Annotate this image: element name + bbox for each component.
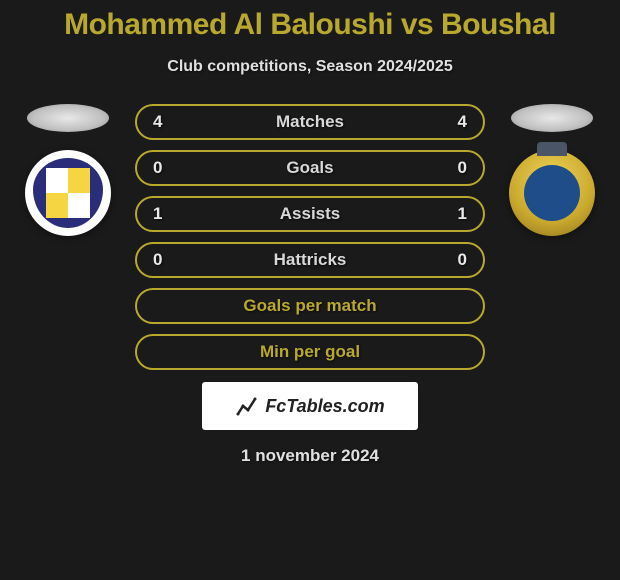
club-badge-right [509, 150, 595, 236]
stat-label: Matches [276, 112, 344, 132]
stat-left-value: 1 [153, 204, 173, 224]
stat-right-value: 4 [447, 112, 467, 132]
club-badge-left-inner [33, 158, 103, 228]
left-player-col [25, 104, 111, 236]
stat-right-value: 0 [447, 158, 467, 178]
stats-column: 4 Matches 4 0 Goals 0 1 Assists 1 0 Hatt… [135, 104, 485, 370]
stat-right-value: 0 [447, 250, 467, 270]
date-label: 1 november 2024 [241, 446, 379, 466]
page-subtitle: Club competitions, Season 2024/2025 [167, 58, 452, 76]
club-badge-left [25, 150, 111, 236]
stat-row-goals: 0 Goals 0 [135, 150, 485, 186]
club-badge-right-inner [524, 165, 580, 221]
stat-left-value: 4 [153, 112, 173, 132]
stat-label: Assists [280, 204, 340, 224]
page-title: Mohammed Al Baloushi vs Boushal [64, 8, 556, 42]
player-placeholder-left [27, 104, 109, 132]
stat-left-value: 0 [153, 158, 173, 178]
chart-icon [235, 394, 259, 418]
stat-row-hattricks: 0 Hattricks 0 [135, 242, 485, 278]
stat-label: Goals [286, 158, 333, 178]
stat-row-matches: 4 Matches 4 [135, 104, 485, 140]
crown-icon [537, 142, 567, 156]
stat-right-value: 1 [447, 204, 467, 224]
shield-icon [46, 168, 90, 218]
main-area: 4 Matches 4 0 Goals 0 1 Assists 1 0 Hatt… [0, 104, 620, 370]
stat-row-assists: 1 Assists 1 [135, 196, 485, 232]
stat-label: Goals per match [243, 296, 376, 316]
player-placeholder-right [511, 104, 593, 132]
stat-row-mpg: Min per goal [135, 334, 485, 370]
stat-left-value: 0 [153, 250, 173, 270]
brand-text: FcTables.com [265, 396, 384, 417]
stat-label: Min per goal [260, 342, 360, 362]
stat-row-gpm: Goals per match [135, 288, 485, 324]
right-player-col [509, 104, 595, 236]
brand-logo[interactable]: FcTables.com [202, 382, 418, 430]
comparison-card: Mohammed Al Baloushi vs Boushal Club com… [0, 0, 620, 580]
stat-label: Hattricks [274, 250, 347, 270]
